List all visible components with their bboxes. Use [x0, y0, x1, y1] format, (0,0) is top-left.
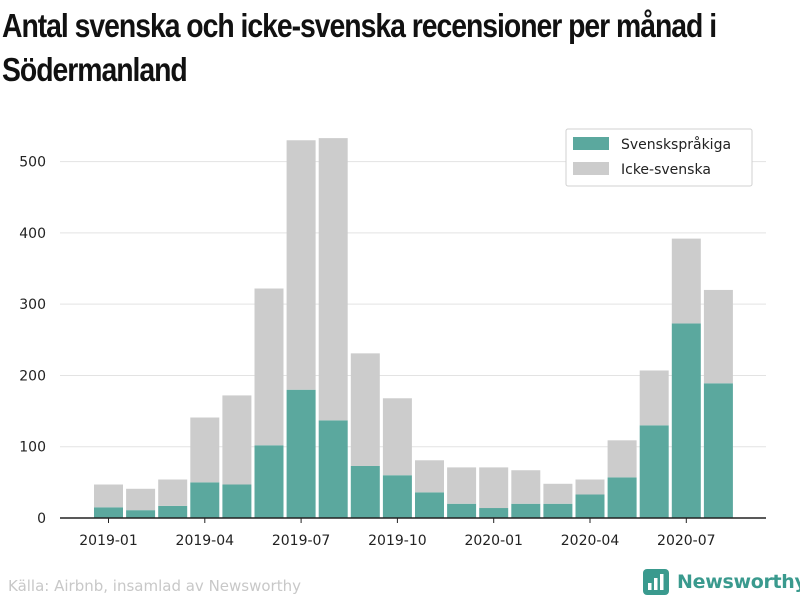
bar-segment-svenskspråkiga [350, 465, 380, 518]
legend-swatch [573, 137, 609, 150]
x-axis-ticks: 2019-01 2019-04 2019-07 2019-10 2020-01 2020-… [79, 518, 716, 549]
brand-logo: Newsworthy [643, 566, 800, 598]
legend-label: Svenskspråkiga [621, 136, 731, 153]
bar-segment-icke-svenska [607, 440, 637, 478]
chart-title: Antal svenska och icke-svenska recension… [2, 7, 717, 88]
bar-segment-icke-svenska [190, 417, 220, 483]
bar-segment-svenskspråkiga [479, 508, 509, 518]
bar-segment-svenskspråkiga [447, 503, 477, 518]
bar-segment-svenskspråkiga [703, 383, 733, 518]
bar-segment-icke-svenska [382, 398, 412, 476]
bar-segment-icke-svenska [126, 488, 156, 511]
bar-segment-svenskspråkiga [382, 475, 412, 518]
bar-segment-svenskspråkiga [286, 389, 316, 518]
brand-name: Newsworthy [677, 571, 800, 593]
legend-label: Icke-svenska [621, 162, 711, 178]
x-tick-label: 2019-04 [176, 533, 235, 549]
bar-segment-icke-svenska [158, 479, 188, 506]
y-tick-label: 300 [19, 297, 46, 313]
bar-segment-svenskspråkiga [671, 323, 701, 518]
bar-segment-icke-svenska [254, 288, 284, 446]
bar-segment-icke-svenska [318, 138, 348, 421]
legend-swatch [573, 162, 609, 175]
x-tick-label: 2019-10 [368, 533, 427, 549]
y-tick-label: 400 [19, 226, 46, 242]
bar-segment-icke-svenska [543, 483, 573, 504]
source-note: Källa: Airbnb, insamlad av Newsworthy [8, 577, 301, 595]
bar-segment-svenskspråkiga [318, 420, 348, 518]
x-tick-label: 2019-01 [79, 533, 138, 549]
y-tick-label: 0 [37, 511, 46, 527]
legend: Svenskspråkiga Icke-svenska [565, 128, 753, 187]
bar-segment-icke-svenska [671, 238, 701, 324]
y-tick-label: 200 [19, 368, 46, 384]
bar-segment-icke-svenska [222, 395, 252, 485]
x-tick-label: 2020-04 [561, 533, 620, 549]
y-tick-label: 500 [19, 155, 46, 171]
x-tick-label: 2019-07 [272, 533, 331, 549]
bar-segment-icke-svenska [94, 484, 123, 508]
bar-segment-svenskspråkiga [543, 503, 573, 518]
bar-segment-icke-svenska [415, 460, 444, 493]
bar-segment-svenskspråkiga [222, 484, 252, 518]
y-tick-label: 100 [19, 440, 46, 456]
bar-segment-svenskspråkiga [575, 494, 605, 518]
bar-segment-svenskspråkiga [254, 445, 284, 518]
bar-segment-icke-svenska [703, 289, 733, 384]
bar-segment-svenskspråkiga [639, 425, 669, 518]
bar-segment-svenskspråkiga [607, 477, 637, 518]
x-tick-label: 2020-07 [657, 533, 716, 549]
y-axis-ticks: 0 100 200 300 400 500 [19, 155, 46, 527]
bar-segment-icke-svenska [511, 470, 541, 504]
bars [94, 138, 733, 518]
bar-segment-svenskspråkiga [415, 492, 444, 518]
bar-segment-icke-svenska [479, 467, 509, 509]
legend-box [565, 128, 753, 187]
bar-segment-svenskspråkiga [126, 510, 156, 518]
bar-segment-icke-svenska [575, 479, 605, 495]
bar-chart-logo-icon [643, 569, 669, 595]
bar-segment-svenskspråkiga [190, 482, 220, 518]
bar-segment-svenskspråkiga [511, 503, 541, 518]
bar-segment-svenskspråkiga [94, 507, 123, 518]
bar-segment-icke-svenska [286, 140, 316, 390]
bar-segment-icke-svenska [447, 467, 477, 504]
bar-segment-icke-svenska [639, 370, 669, 426]
bar-segment-icke-svenska [350, 353, 380, 466]
bar-segment-svenskspråkiga [158, 505, 188, 518]
x-tick-label: 2020-01 [464, 533, 523, 549]
